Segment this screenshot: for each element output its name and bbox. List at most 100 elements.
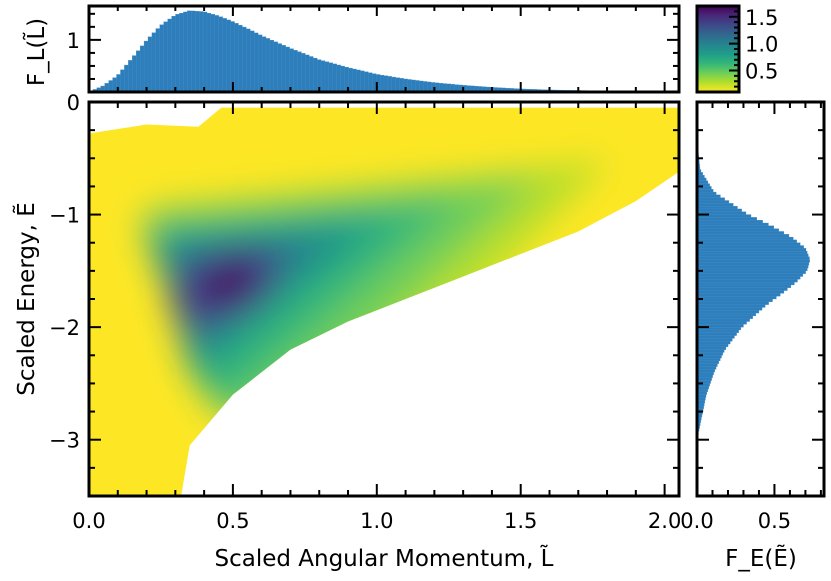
main-ticks [88,101,679,497]
right-marginal-panel: 0.0 0.5 [680,100,826,533]
histogram-bar [202,11,208,93]
histogram-bar [195,11,200,93]
histogram-bar [391,76,396,93]
y-tick-label: −2 [49,316,80,340]
histogram-bar [696,332,737,336]
histogram-bar [696,310,760,314]
histogram-bar [313,57,318,93]
histogram-bar [696,341,731,345]
histogram-bar [214,15,219,93]
histogram-bar [696,245,804,249]
histogram-bar [171,15,176,93]
histogram-bar [179,12,184,93]
x-tick-label: 1.0 [360,509,393,533]
histogram-bar [175,14,180,93]
y-tick-label: 0 [67,91,80,115]
histogram-bar [696,386,709,390]
histogram-bar [696,296,777,300]
histogram-bar [696,205,738,210]
x-axis-label: Scaled Angular Momentum, L̃ [214,545,553,572]
histogram-bar [696,281,795,286]
histogram-bar [696,293,781,297]
colorbar: 1.5 1.0 0.5 [695,4,778,94]
histogram-bar [246,28,251,93]
histogram-bar [696,349,725,353]
colorbar-tick-label: 1.5 [745,6,778,30]
histogram-bar [124,64,129,93]
histogram-bar [696,265,809,269]
histogram-bar [277,43,282,93]
histogram-bar [198,11,204,93]
histogram-bar [696,273,804,277]
histogram-bar [696,225,775,229]
colorbar-tick-label: 1.0 [745,33,778,57]
y-tick-label: −3 [49,429,80,453]
density-field [140,160,610,470]
histogram-bar [696,236,794,241]
histogram-bar [696,388,708,393]
histogram-bar [340,65,345,93]
histogram-bar [696,270,806,274]
histogram-bar [143,40,149,93]
histogram-bar [696,357,721,362]
histogram-bar [328,62,334,93]
histogram-bar [696,301,769,305]
histogram-bar [696,259,810,263]
histogram-bar [696,304,766,308]
histogram-bar [411,79,416,93]
histogram-bar [696,189,714,193]
histogram-bar [696,197,725,201]
histogram-bar [234,23,239,93]
histogram-bar [163,21,168,93]
histogram-bar [423,81,428,93]
histogram-bar [238,25,243,93]
histogram-bar [128,60,133,93]
histogram-bar [696,360,719,364]
histogram-bar [407,79,412,93]
histogram-bar [112,77,117,93]
histogram-bar [230,21,235,93]
top-y-tick-label: 1 [67,29,80,53]
histogram-bar [696,217,757,221]
histogram-bar [696,242,801,246]
histogram-bar [132,55,137,93]
histogram-bar [415,80,420,93]
histogram-bar [696,267,808,272]
right-x-tick-label: 0.0 [680,509,713,533]
histogram-bar [696,369,715,373]
histogram-bar [387,76,393,93]
colorbar-gradient [697,6,739,92]
histogram-bar [696,262,810,266]
histogram-bar [372,73,377,93]
histogram-bar [226,19,231,93]
histogram-bar [360,70,365,93]
histogram-bar [696,346,727,350]
histogram-bar [120,69,125,93]
histogram-bar [159,24,164,93]
histogram-bar [696,363,718,367]
histogram-bar [108,80,113,93]
right-x-tick-labels: 0.0 0.5 [680,509,791,533]
histogram-bar [356,69,361,93]
main-x-tick-labels: 0.0 0.5 1.0 1.5 2.0 [72,509,681,533]
histogram-bar [183,11,188,93]
main-panel: 0.0 0.5 1.0 1.5 2.0 0 −1 −2 −3 [49,91,681,533]
histogram-bar [696,377,712,381]
top-ticks [88,6,679,92]
histogram-bar [696,203,734,207]
histogram-bar [696,253,809,257]
histogram-bar [336,64,341,93]
histogram-bar [285,46,290,93]
histogram-bar [167,18,172,93]
top-frame [87,4,681,94]
histogram-bar [427,81,432,93]
histogram-bar [265,38,271,93]
histogram-bar [696,335,735,339]
histogram-bar [696,284,792,288]
right-x-axis-label: F_E(Ẽ) [725,544,797,572]
histogram-bar [332,63,337,93]
histogram-bar [399,78,404,93]
top-y-axis-label: F_L(L̃) [23,18,50,86]
histogram-bar [281,45,286,93]
